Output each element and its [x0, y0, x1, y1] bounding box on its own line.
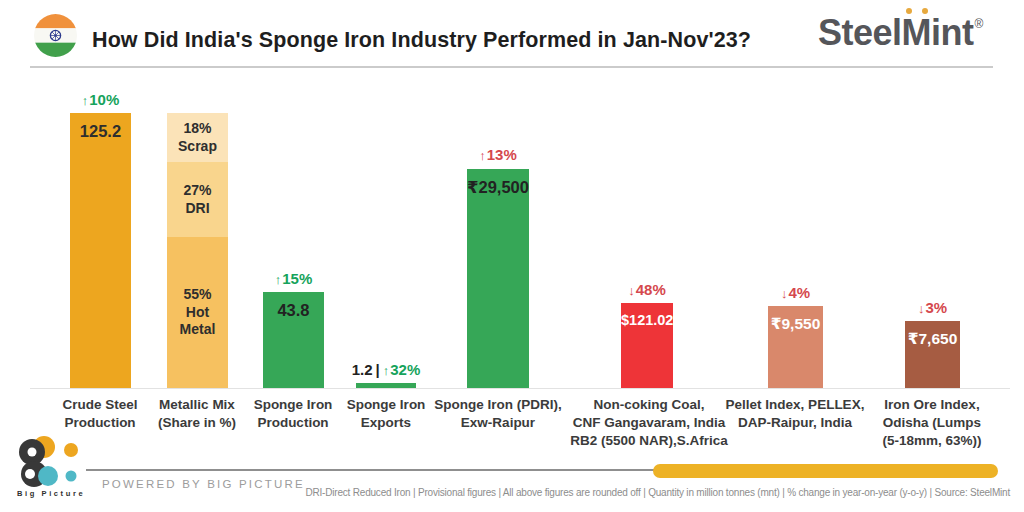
accent-bar: [653, 464, 998, 478]
change-badge-coal: ↓48%: [586, 281, 708, 298]
bar-value-label: $121.02: [621, 303, 673, 328]
bar-value-label: ₹9,550: [768, 306, 823, 333]
bar-value-label: 125.2: [70, 113, 131, 141]
category-label-iron-ore: Iron Ore Index, Odisha (Lumps (5-18mm, 6…: [837, 396, 1024, 451]
steelmint-logo-text-int: int: [931, 12, 973, 53]
bar-value-label: 1.2: [352, 361, 373, 378]
down-arrow-icon: ↓: [918, 301, 925, 316]
bar-sponge-iron-production: 43.8: [263, 292, 324, 388]
segment-dri: 27%DRI: [167, 162, 228, 237]
segment-scrap: 18%Scrap: [167, 113, 228, 162]
change-badge: ↑32%: [383, 361, 421, 378]
steelmint-logo-letter-m: M: [902, 12, 932, 54]
up-arrow-icon: ↑: [479, 148, 486, 163]
infographic-canvas: How Did India's Sponge Iron Industry Per…: [0, 0, 1024, 512]
bar-value-label: 43.8: [263, 292, 324, 320]
footer-divider: [86, 469, 658, 471]
bar-pellet-index: ₹9,550: [768, 306, 823, 388]
india-flag-icon: [33, 13, 78, 58]
registered-trademark-symbol: ®: [975, 17, 983, 31]
bar-value-label: ₹29,500: [467, 169, 529, 197]
bar-value-label: ₹7,650: [905, 321, 960, 348]
bar-iron-ore-index: ₹7,650: [905, 321, 960, 388]
bar-non-coking-coal: $121.02: [621, 303, 673, 388]
powered-by-label: POWERED BY BIG PICTURE: [102, 478, 305, 490]
big-picture-logo-text: Big Picture: [17, 489, 85, 498]
bar-crude-steel-production: 125.2: [70, 113, 131, 388]
logo-dot-icon: [922, 8, 928, 14]
up-arrow-icon: ↑: [82, 93, 89, 108]
header-divider: [30, 66, 993, 68]
change-badge-pdri-price: ↑13%: [432, 146, 564, 163]
footnote-disclaimer: DRI-Direct Reduced Iron | Provisional fi…: [306, 487, 1011, 498]
x-axis-line: [30, 388, 1010, 389]
bar-metallic-mix: 18%Scrap 27%DRI 55%Hot Metal: [167, 113, 228, 388]
up-arrow-icon: ↑: [275, 272, 282, 287]
logo-dot-icon: [906, 8, 912, 14]
steelmint-logo: SteelMint®: [818, 12, 982, 54]
down-arrow-icon: ↓: [781, 286, 788, 301]
separator: |: [376, 361, 380, 378]
change-badge-pellet: ↓4%: [733, 284, 858, 301]
up-arrow-icon: ↑: [383, 363, 390, 378]
change-badge-crude-steel: ↑10%: [35, 91, 166, 108]
segment-hot-metal: 55%Hot Metal: [167, 237, 228, 388]
big-picture-logo-icon: [14, 436, 90, 488]
steelmint-logo-text-steel: Steel: [818, 12, 902, 53]
bar-sponge-iron-pdri-price: ₹29,500: [467, 169, 529, 388]
change-badge-iron-ore: ↓3%: [870, 299, 995, 316]
change-badge-sponge-iron-production: ↑15%: [228, 270, 359, 287]
value-and-change-sponge-iron-exports: 1.2|↑32%: [330, 361, 442, 378]
down-arrow-icon: ↓: [628, 283, 635, 298]
page-title: How Did India's Sponge Iron Industry Per…: [92, 28, 751, 53]
